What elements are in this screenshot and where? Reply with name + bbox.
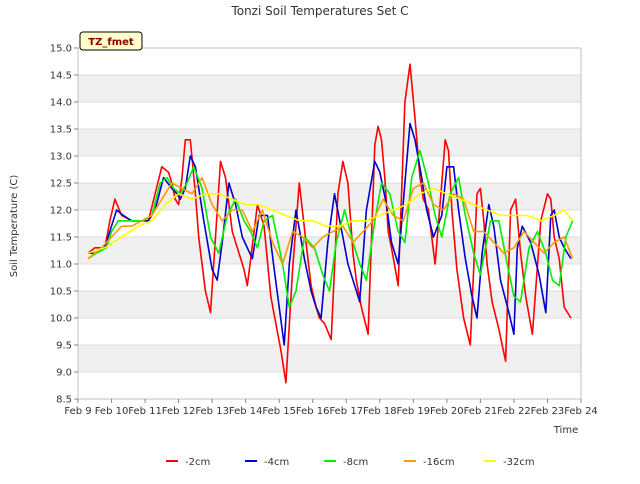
grid-band [78, 291, 581, 318]
x-tick-label: Feb 12 [162, 406, 196, 417]
x-tick-label: Feb 21 [464, 406, 498, 417]
x-axis-label: Time [553, 425, 578, 436]
series-line-4cmcm [88, 122, 572, 346]
x-tick-label: Feb 24 [564, 406, 598, 417]
x-tick-label: Feb 16 [296, 406, 330, 417]
x-tick-label: Feb 9 [64, 406, 91, 417]
y-tick-label: 14.0 [50, 98, 72, 109]
legend: -2cm -4cm -8cm -16cm -32cm [166, 457, 535, 468]
y-tick-label: 15.0 [50, 44, 72, 55]
legend-label: -16cm [423, 457, 455, 468]
plot-frame [77, 47, 582, 400]
y-tick-label: 10.0 [50, 314, 72, 325]
chart-title: Tonzi Soil Temperatures Set C [230, 4, 408, 18]
grid-band [78, 237, 581, 264]
legend-item: -32cm [484, 457, 535, 468]
y-tick-label: 14.5 [50, 71, 72, 82]
grid-lines [78, 47, 581, 400]
legend-label: -8cm [343, 457, 368, 468]
legend-item: -4cm [245, 457, 289, 468]
series-line-2cmcm [87, 63, 572, 384]
x-tick-label: Feb 13 [195, 406, 229, 417]
station-badge-box [79, 31, 143, 51]
station-badge: TZ_fmet [79, 31, 143, 51]
x-tick-label: Feb 23 [531, 406, 565, 417]
series-line-8cmcm [87, 149, 574, 309]
x-tick-label: Feb 20 [430, 406, 464, 417]
legend-label: -32cm [503, 457, 535, 468]
y-tick-label: 13.0 [50, 152, 72, 163]
y-tick-label: 12.0 [50, 206, 72, 217]
y-tick-label: 9.0 [56, 368, 72, 379]
y-tick-label: 12.5 [50, 179, 72, 190]
x-tick-label: Feb 18 [363, 406, 397, 417]
x-tick-label: Feb 15 [262, 406, 296, 417]
x-tick-label: Feb 22 [497, 406, 531, 417]
grid-band [78, 75, 581, 102]
legend-item: -16cm [404, 457, 455, 468]
x-tick-label: Feb 17 [329, 406, 363, 417]
y-tick-label: 11.5 [50, 233, 72, 244]
grid-band [78, 345, 581, 372]
y-axis-label: Soil Temperature (C) [9, 175, 20, 278]
x-tick-label: Feb 14 [229, 406, 263, 417]
y-tick-label: 8.5 [56, 395, 72, 406]
y-tick-label: 9.5 [56, 341, 72, 352]
x-axis: Feb 9 Feb 10 Feb 11 Feb 12 Feb 13 Feb 14 Feb 1… [64, 399, 598, 417]
series-lines [87, 63, 574, 384]
y-tick-label: 10.5 [50, 287, 72, 298]
y-tick-label: 11.0 [50, 260, 72, 271]
y-axis: 8.5 9.0 9.5 10.0 10.5 11.0 11.5 12.0 12.5 13.0 13.… [50, 44, 78, 406]
x-tick-label: Feb 19 [397, 406, 431, 417]
x-tick-label: Feb 10 [95, 406, 129, 417]
legend-label: -4cm [264, 457, 289, 468]
legend-item: -8cm [324, 457, 368, 468]
legend-label: -2cm [185, 457, 210, 468]
legend-item: -2cm [166, 457, 210, 468]
y-tick-label: 13.5 [50, 125, 72, 136]
x-tick-label: Feb 11 [128, 406, 162, 417]
series-line-16cmcm [87, 176, 574, 265]
grid-band [78, 183, 581, 210]
series-line-32cmcm [87, 187, 574, 254]
grid-band [78, 129, 581, 156]
station-badge-label: TZ_fmet [88, 37, 134, 48]
background-bands [78, 75, 581, 372]
